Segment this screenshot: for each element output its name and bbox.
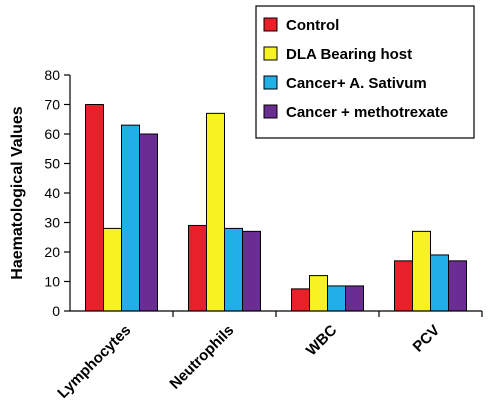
bar-neutrophils-2 [206, 112, 225, 312]
y-tick-label: 0 [52, 303, 60, 319]
bar-neutrophils-3 [224, 227, 243, 312]
bar-lymphocytes-2 [103, 227, 122, 312]
y-tick-label: 70 [44, 97, 60, 113]
y-tick-label: 40 [44, 185, 60, 201]
bars-group [85, 104, 467, 312]
y-axis-label: Haematological Values [9, 106, 26, 280]
bar-lymphocytes-3 [121, 124, 140, 312]
legend-swatch-4 [263, 104, 278, 119]
bar-wbc-2 [309, 275, 328, 312]
legend-box [255, 5, 475, 139]
bar-wbc-4 [345, 285, 364, 312]
bar-wbc-1 [291, 288, 310, 312]
x-tick-label-neutrophils: Neutrophils [166, 322, 237, 393]
legend-label-2: DLA Bearing host [286, 46, 412, 63]
y-tick-label: 80 [44, 67, 60, 83]
bar-neutrophils-4 [242, 230, 261, 312]
legend-label-3: Cancer+ A. Sativum [286, 75, 427, 92]
y-tick-label: 20 [44, 244, 60, 260]
legend: Control DLA Bearing host Cancer+ A. Sativu… [255, 5, 475, 139]
legend-swatch-3 [263, 75, 278, 90]
y-tick-label: 60 [44, 126, 60, 142]
x-tick-label-wbc: WBC [303, 322, 340, 359]
y-tick-label: 30 [44, 215, 60, 231]
bar-wbc-3 [327, 285, 346, 312]
y-ticks-group: 0 10 20 30 40 50 60 70 80 [44, 67, 70, 319]
bar-pcv-1 [394, 260, 413, 312]
bar-pcv-2 [412, 230, 431, 312]
bar-lymphocytes-1 [85, 104, 104, 312]
y-tick-label: 10 [44, 274, 60, 290]
legend-swatch-1 [263, 17, 278, 32]
x-tick-label-lymphocytes: Lymphocytes [54, 322, 134, 402]
legend-label-4: Cancer + methotrexate [286, 104, 448, 121]
legend-swatch-2 [263, 46, 278, 61]
bar-neutrophils-1 [188, 224, 207, 312]
x-categories-group: Lymphocytes Neutrophils WBC PCV [54, 311, 483, 402]
legend-label-1: Control [286, 17, 339, 34]
x-tick-label-pcv: PCV [409, 322, 443, 356]
bar-pcv-4 [448, 260, 467, 312]
bar-pcv-3 [430, 254, 449, 312]
bar-lymphocytes-4 [139, 133, 158, 312]
y-tick-label: 50 [44, 156, 60, 172]
